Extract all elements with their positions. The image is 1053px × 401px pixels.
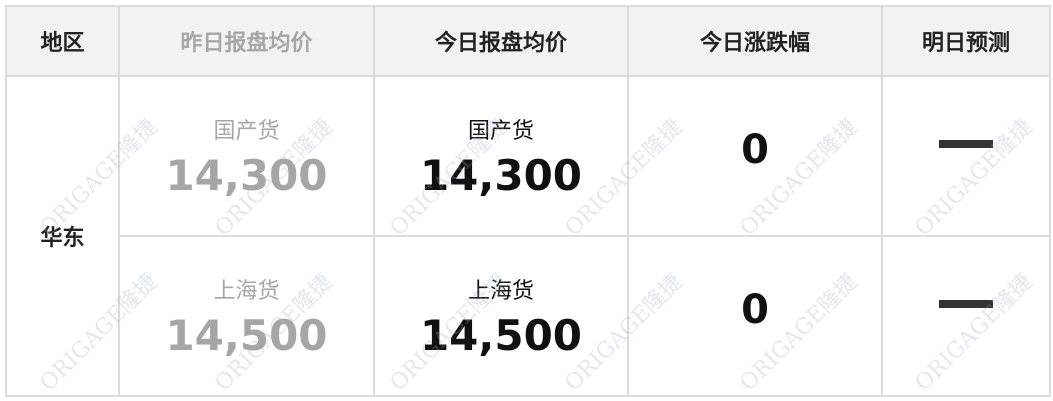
header-tomorrow-forecast: 明日预测: [881, 5, 1051, 77]
yesterday-cell: 上海货 14,500: [118, 235, 375, 397]
forecast-cell: [881, 235, 1051, 397]
table-row: 华东 国产货 14,300 国产货 14,300 0: [5, 75, 1051, 397]
region-cell: 华东: [5, 75, 120, 397]
goods-type: 国产货: [213, 118, 280, 144]
goods-type: 上海货: [467, 278, 534, 304]
change-value: 0: [741, 287, 769, 333]
change-cell: 0: [627, 235, 883, 397]
header-today-change: 今日涨跌幅: [627, 5, 883, 77]
yesterday-price: 14,500: [165, 310, 328, 360]
price-table: 地区 昨日报盘均价 今日报盘均价 今日涨跌幅 明日预测 华东 国产货 14,300…: [5, 5, 1051, 397]
table-row: 上海货 14,500 上海货 14,500 0: [6, 235, 1051, 397]
today-price: 14,300: [419, 150, 583, 200]
yesterday-price: 14,300: [165, 150, 328, 200]
goods-type: 上海货: [213, 278, 280, 304]
header-region: 地区: [5, 5, 120, 77]
today-price: 14,500: [419, 310, 583, 360]
change-cell: 0: [627, 75, 883, 237]
goods-type: 国产货: [467, 118, 534, 144]
header-yesterday-price: 昨日报盘均价: [118, 5, 375, 77]
header-today-price: 今日报盘均价: [373, 5, 629, 77]
yesterday-cell: 国产货 14,300: [118, 75, 375, 237]
today-cell: 上海货 14,500: [373, 235, 629, 397]
flat-dash-icon: [939, 140, 993, 148]
forecast-cell: [881, 75, 1051, 237]
flat-dash-icon: [939, 300, 993, 308]
change-value: 0: [741, 127, 769, 173]
today-cell: 国产货 14,300: [373, 75, 629, 237]
header-row: 地区 昨日报盘均价 今日报盘均价 今日涨跌幅 明日预测: [5, 5, 1051, 77]
